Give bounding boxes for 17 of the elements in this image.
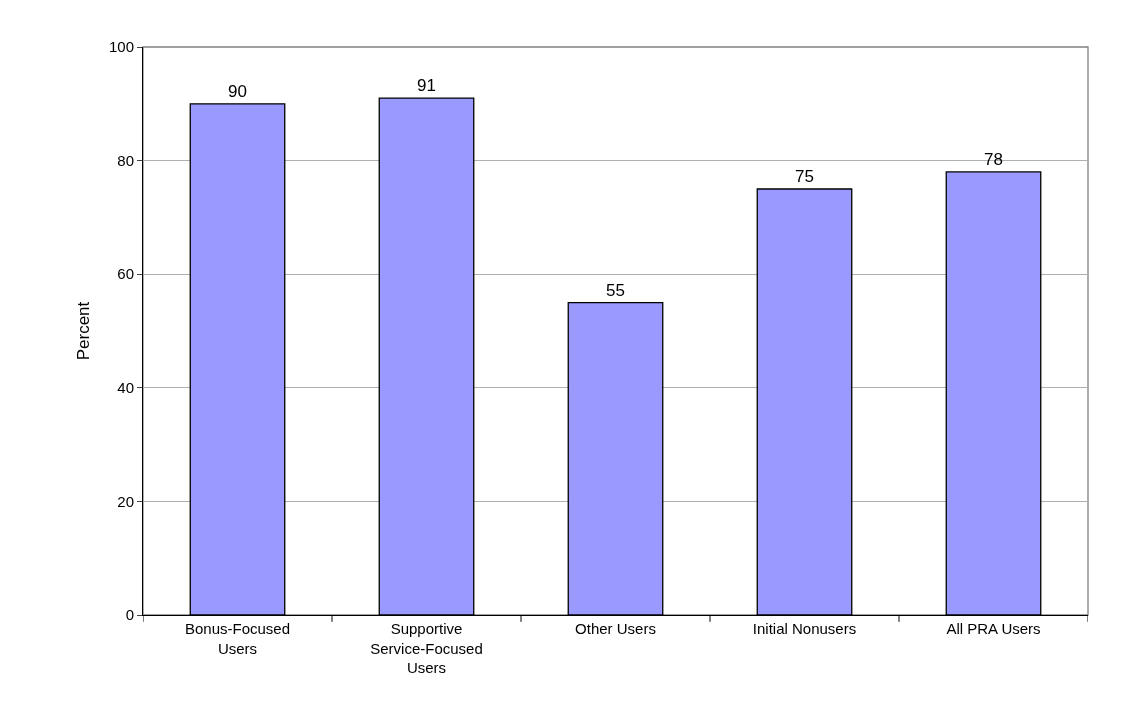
y-axis-title: Percent: [73, 301, 93, 361]
y-tick-label: 40: [117, 379, 134, 397]
y-tick-label: 60: [117, 265, 134, 283]
x-tick-label: Other Users: [575, 620, 656, 637]
data-label: 55: [606, 280, 625, 300]
y-tick-label: 0: [125, 606, 134, 624]
y-tick-label: 80: [117, 151, 134, 169]
x-tick-label: Initial Nonusers: [752, 620, 857, 637]
data-label: 90: [228, 81, 247, 101]
data-label: 75: [795, 167, 814, 186]
x-tick-label: Bonus-Focused Users: [184, 620, 291, 657]
y-tick-label: 20: [117, 492, 134, 510]
y-tick-label: 100: [108, 38, 134, 56]
x-tick-label: All PRA Users: [946, 620, 1041, 637]
data-label: 91: [417, 76, 436, 96]
x-tick-label: Supportive Service-Focused Users: [370, 620, 483, 676]
data-label: 78: [984, 149, 1003, 169]
